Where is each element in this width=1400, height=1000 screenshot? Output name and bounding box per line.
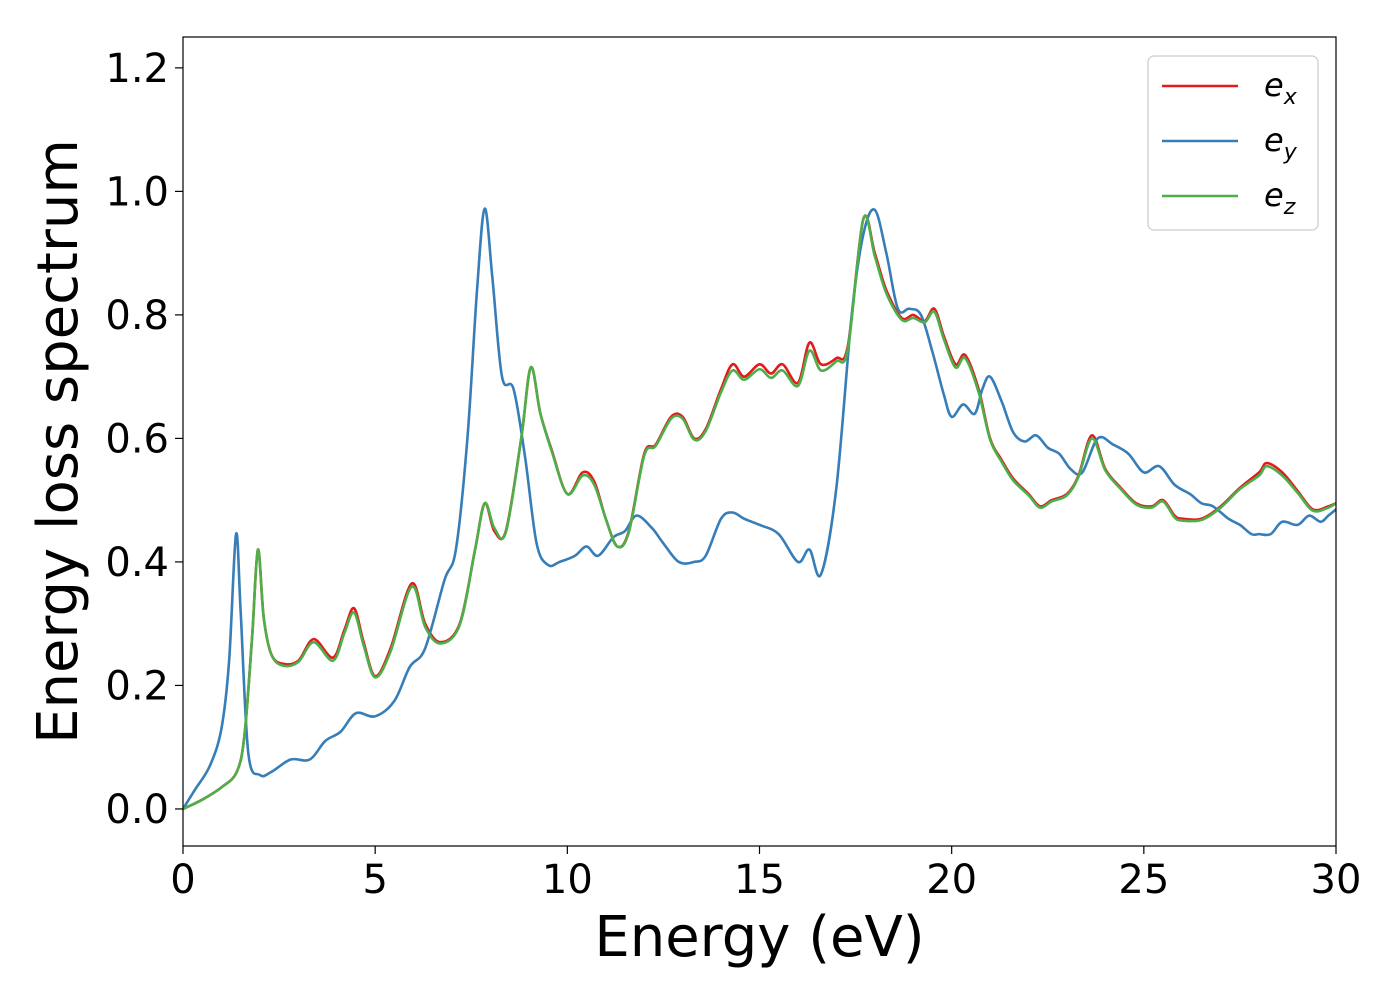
x-tick-label: 25 — [1118, 857, 1169, 903]
y-tick-label: 0.8 — [105, 293, 169, 339]
series-line-e-y — [183, 207, 1336, 811]
y-tick-label: 0.0 — [105, 787, 169, 833]
y-tick-label: 1.0 — [105, 169, 169, 215]
x-tick-label: 20 — [926, 857, 977, 903]
y-tick-label: 0.2 — [105, 663, 169, 709]
y-tick-label: 1.2 — [105, 46, 169, 92]
x-tick-label: 15 — [734, 857, 785, 903]
x-tick-label: 10 — [542, 857, 593, 903]
series-line-e-z — [183, 214, 1336, 811]
series-lines — [183, 207, 1336, 811]
x-tick-label: 30 — [1311, 857, 1362, 903]
x-axis-ticks: 0 5 10 15 20 25 30 — [170, 846, 1361, 903]
x-tick-label: 0 — [170, 857, 195, 903]
x-tick-label: 5 — [362, 857, 387, 903]
x-axis-title: Energy (eV) — [594, 905, 924, 970]
y-tick-label: 0.6 — [105, 416, 169, 462]
y-tick-label: 0.4 — [105, 540, 169, 586]
legend-box — [1147, 55, 1319, 231]
y-axis-ticks: 0.0 0.2 0.4 0.6 0.8 1.0 1.2 — [105, 46, 183, 833]
y-axis-title: Energy loss spectrum — [26, 139, 91, 744]
